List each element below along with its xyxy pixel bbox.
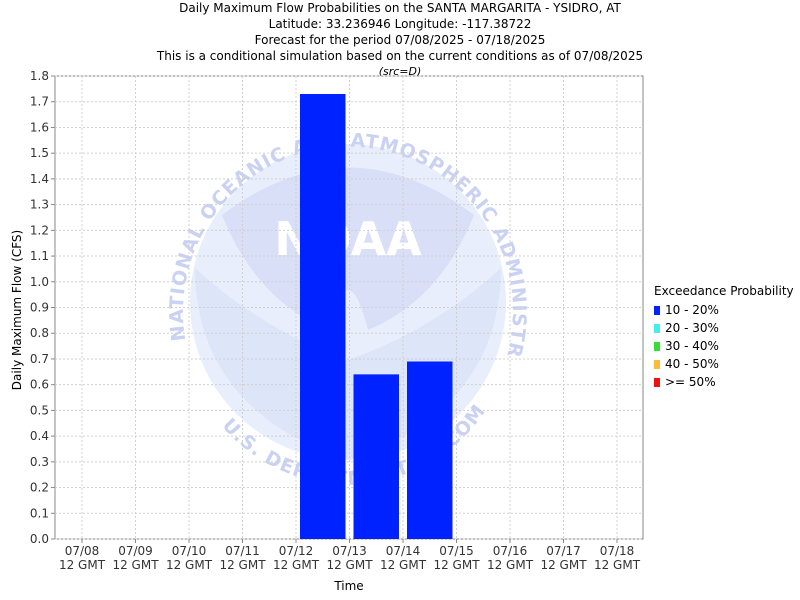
chart-title: Daily Maximum Flow Probabilities on the …: [179, 1, 621, 15]
y-tick-label: 1.8: [30, 69, 49, 83]
y-tick-label: 1.2: [30, 223, 49, 237]
legend-swatch: [654, 377, 660, 387]
y-tick-label: 0.2: [30, 481, 49, 495]
y-tick-label: 0.0: [30, 532, 49, 546]
legend-item: 10 - 20%: [654, 301, 794, 319]
chart-forecast-period: Forecast for the period 07/08/2025 - 07/…: [254, 33, 546, 47]
x-tick-time-label: 12 GMT: [219, 558, 266, 572]
y-tick-label: 0.8: [30, 326, 49, 340]
x-tick-date-label: 07/10: [172, 544, 207, 558]
chart-location: Latitude: 33.236946 Longitude: -117.3872…: [268, 17, 532, 31]
legend-label: 10 - 20%: [665, 303, 719, 317]
x-tick-date-label: 07/14: [386, 544, 421, 558]
x-tick-time-label: 12 GMT: [487, 558, 534, 572]
x-tick-date-label: 07/11: [225, 544, 260, 558]
x-tick-time-label: 12 GMT: [540, 558, 587, 572]
x-tick-date-label: 07/18: [600, 544, 635, 558]
x-tick-date-label: 07/12: [279, 544, 314, 558]
x-tick-time-label: 12 GMT: [166, 558, 213, 572]
legend-label: 40 - 50%: [665, 357, 719, 371]
legend-label: 20 - 30%: [665, 321, 719, 335]
y-tick-label: 0.7: [30, 352, 49, 366]
x-tick-date-label: 07/16: [493, 544, 528, 558]
flow-bar: [353, 374, 399, 539]
legend-item: 30 - 40%: [654, 337, 794, 355]
y-tick-label: 0.1: [30, 506, 49, 520]
legend-label: 30 - 40%: [665, 339, 719, 353]
y-axis: 0.0 0.1 0.2 0.3 0.4 0.5 0.6 0.7 0.8 0.9 1.0 1.1 1.2 1…: [30, 69, 55, 546]
x-tick-date-label: 07/08: [65, 544, 100, 558]
x-tick-time-label: 12 GMT: [380, 558, 427, 572]
legend-swatch: [654, 341, 660, 351]
x-tick-time-label: 12 GMT: [326, 558, 373, 572]
x-tick-date-label: 07/09: [118, 544, 153, 558]
legend-item: >= 50%: [654, 373, 794, 391]
y-tick-label: 0.3: [30, 455, 49, 469]
x-tick-date-label: 07/17: [546, 544, 581, 558]
x-tick-date-label: 07/13: [332, 544, 367, 558]
chart-condition-note: This is a conditional simulation based o…: [156, 49, 644, 63]
x-tick-time-label: 12 GMT: [59, 558, 106, 572]
grid-lines: [55, 75, 643, 540]
x-tick-date-label: 07/15: [439, 544, 474, 558]
x-tick-time-label: 12 GMT: [112, 558, 159, 572]
y-tick-label: 1.4: [30, 172, 49, 186]
flow-bar: [300, 94, 346, 539]
bars: [300, 94, 453, 539]
chart-title-block: Daily Maximum Flow Probabilities on the …: [0, 0, 800, 80]
legend-item: 20 - 30%: [654, 319, 794, 337]
x-tick-time-label: 12 GMT: [273, 558, 320, 572]
legend-swatch: [654, 323, 660, 333]
y-tick-label: 0.6: [30, 378, 49, 392]
legend-swatch: [654, 305, 660, 315]
y-tick-label: 1.7: [30, 95, 49, 109]
y-tick-label: 0.5: [30, 403, 49, 417]
legend-item: 40 - 50%: [654, 355, 794, 373]
y-tick-label: 1.1: [30, 249, 49, 263]
legend: Exceedance Probability 10 - 20% 20 - 30% 3…: [654, 284, 794, 391]
x-tick-time-label: 12 GMT: [433, 558, 480, 572]
x-axis-label: Time: [333, 579, 363, 593]
y-axis-label: Daily Maximum Flow (CFS): [10, 230, 24, 390]
chart-source-note: (src=D): [378, 65, 422, 78]
watermark-logo-text: NOAA: [274, 212, 422, 266]
legend-title: Exceedance Probability: [654, 284, 794, 298]
y-tick-label: 1.5: [30, 146, 49, 160]
y-tick-label: 0.9: [30, 301, 49, 315]
flow-bar: [407, 361, 453, 539]
y-tick-label: 0.4: [30, 429, 49, 443]
legend-swatch: [654, 359, 660, 369]
legend-label: >= 50%: [665, 375, 716, 389]
y-tick-label: 1.0: [30, 275, 49, 289]
y-tick-label: 1.3: [30, 198, 49, 212]
y-tick-label: 1.6: [30, 120, 49, 134]
x-tick-time-label: 12 GMT: [594, 558, 641, 572]
